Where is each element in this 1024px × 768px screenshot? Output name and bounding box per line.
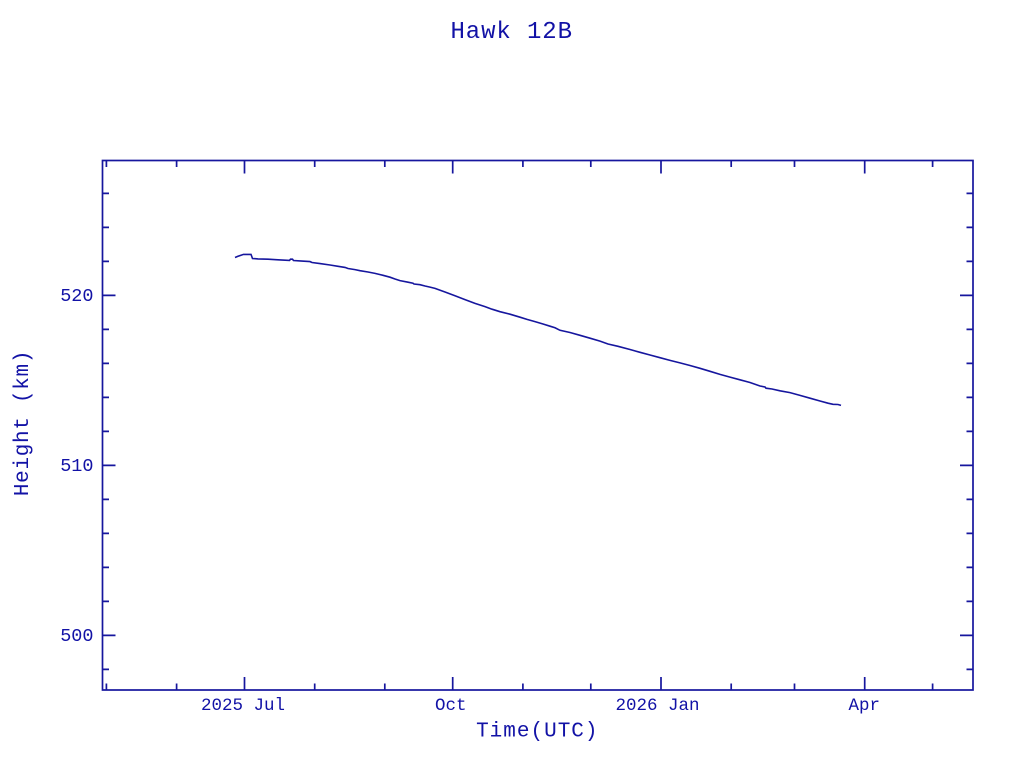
svg-text:2026 Jan: 2026 Jan xyxy=(615,696,699,716)
svg-text:Hawk 12B: Hawk 12B xyxy=(450,19,572,46)
svg-text:2025 Jul: 2025 Jul xyxy=(201,696,285,716)
svg-text:Height (km): Height (km) xyxy=(12,350,35,496)
svg-text:Oct: Oct xyxy=(435,696,467,716)
svg-text:Time(UTC): Time(UTC) xyxy=(476,721,598,744)
svg-text:Apr: Apr xyxy=(848,696,880,716)
svg-text:500: 500 xyxy=(60,626,93,647)
svg-text:510: 510 xyxy=(60,456,93,477)
svg-text:520: 520 xyxy=(60,286,93,307)
